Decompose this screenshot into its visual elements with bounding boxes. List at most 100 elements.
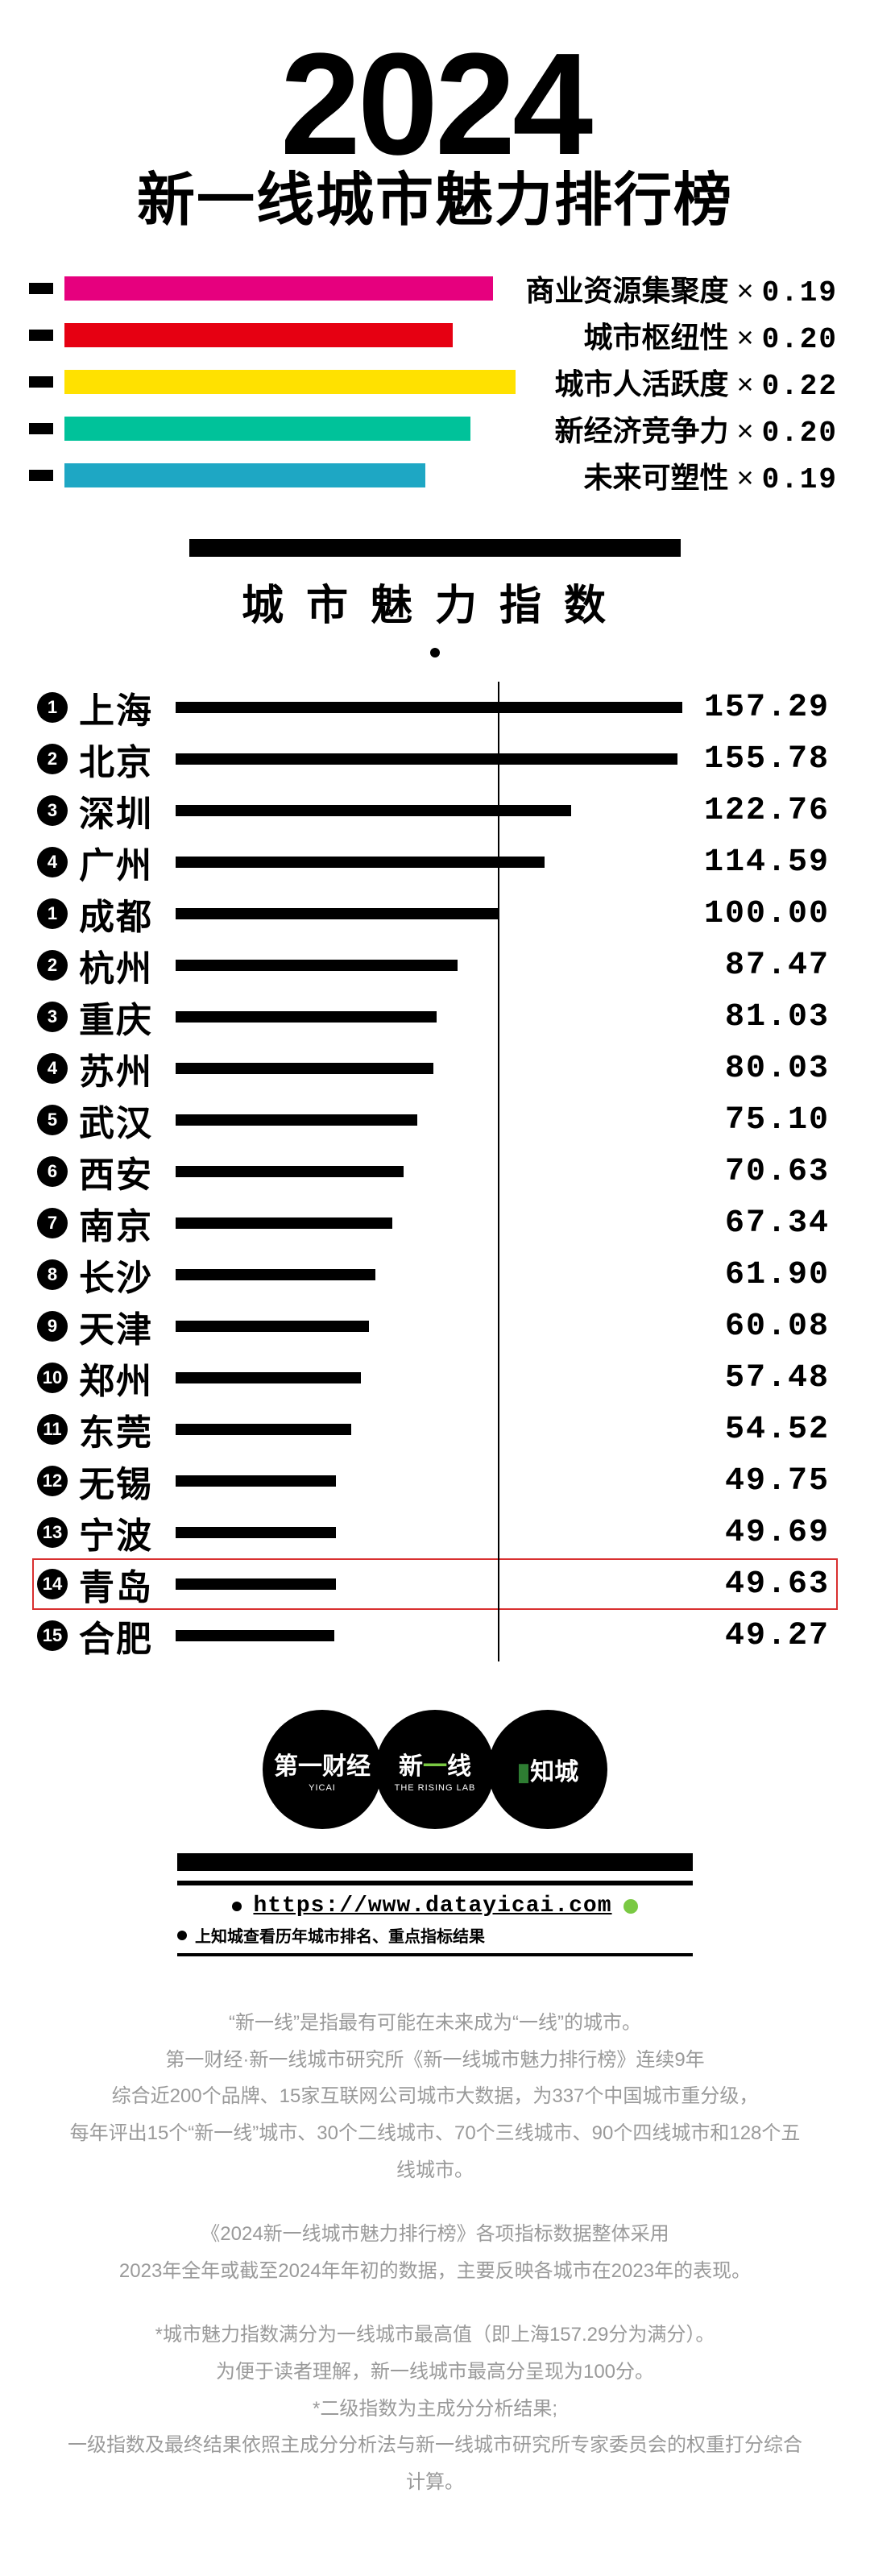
footer-url[interactable]: https://www.datayicai.com xyxy=(253,1894,611,1919)
legend-bar xyxy=(64,323,453,347)
city-bar xyxy=(176,1063,433,1074)
rank-badge: 9 xyxy=(37,1311,68,1342)
city-value: 49.63 xyxy=(693,1566,838,1603)
index-header-rule xyxy=(189,539,681,557)
city-bar xyxy=(176,1269,375,1280)
legend-row: 未来可塑性 × 0.19 xyxy=(0,452,870,499)
legend-metric: 城市人活跃度 xyxy=(555,367,729,400)
footer-rule xyxy=(177,1853,693,1871)
city-name: 青岛 xyxy=(79,1558,176,1610)
index-header: 城市魅力指数 xyxy=(0,539,870,657)
legend-times: × xyxy=(729,274,762,307)
legend-label: 城市人活跃度 × 0.22 xyxy=(516,361,870,403)
bar-track xyxy=(176,733,693,785)
city-name: 杭州 xyxy=(79,940,176,991)
title-year: 2024 xyxy=(0,32,870,177)
city-name: 合肥 xyxy=(79,1610,176,1661)
city-bar xyxy=(176,1166,404,1177)
legend: 商业资源集聚度 × 0.19 城市枢纽性 × 0.20 城市人活跃度 × 0.22 新… xyxy=(0,265,870,499)
chart-row: 4苏州80.03 xyxy=(32,1043,838,1094)
city-value: 100.00 xyxy=(693,896,838,932)
city-bar xyxy=(176,1114,417,1126)
city-bar xyxy=(176,1578,336,1590)
rank-badge: 6 xyxy=(37,1156,68,1187)
rank-badge: 1 xyxy=(37,898,68,929)
bar-track xyxy=(176,1249,693,1300)
brand-main: 第一财经 xyxy=(274,1746,371,1782)
city-value: 75.10 xyxy=(693,1102,838,1139)
chart-row: 8长沙61.90 xyxy=(32,1249,838,1300)
legend-row: 城市人活跃度 × 0.22 xyxy=(0,359,870,405)
bar-track xyxy=(176,682,693,733)
legend-weight: 0.20 xyxy=(762,417,838,450)
chart-row: 13宁波49.69 xyxy=(32,1507,838,1558)
title-block: 2024 新一线城市魅力排行榜 xyxy=(0,32,870,233)
city-name: 宁波 xyxy=(79,1507,176,1558)
legend-times: × xyxy=(729,414,762,447)
legend-label: 未来可塑性 × 0.19 xyxy=(425,454,870,496)
city-bar xyxy=(176,1372,361,1383)
city-name: 广州 xyxy=(79,836,176,888)
legend-times: × xyxy=(729,321,762,354)
legend-metric: 城市枢纽性 xyxy=(584,321,729,354)
footer-note: 上知城查看历年城市排名、重点指标结果 xyxy=(195,1923,485,1947)
city-name: 深圳 xyxy=(79,785,176,836)
city-bar xyxy=(176,702,682,713)
legend-weight: 0.19 xyxy=(762,463,838,496)
dash-icon xyxy=(29,376,53,388)
bar-track xyxy=(176,1300,693,1352)
chart-row: 2杭州87.47 xyxy=(32,940,838,991)
bar-track xyxy=(176,836,693,888)
city-name: 武汉 xyxy=(79,1094,176,1146)
chart-row: 15合肥49.27 xyxy=(32,1610,838,1661)
chart-row: 14 青岛 49.63 xyxy=(32,1558,838,1610)
rank-badge: 14 xyxy=(37,1569,68,1599)
axis-line xyxy=(498,682,499,1661)
rank-badge: 3 xyxy=(37,795,68,826)
chart-row: 5武汉75.10 xyxy=(32,1094,838,1146)
brand-logo: ▮知城 xyxy=(488,1710,607,1829)
rank-badge: 13 xyxy=(37,1517,68,1548)
dash-icon xyxy=(29,423,53,434)
footer-block: https://www.datayicai.com 上知城查看历年城市排名、重点… xyxy=(177,1853,693,1956)
index-header-title: 城市魅力指数 xyxy=(0,571,870,632)
desc-para: 《2024新一线城市魅力排行榜》各项指标数据整体采用 2023年全年或截至202… xyxy=(64,2216,806,2289)
chart-row: 12无锡49.75 xyxy=(32,1455,838,1507)
rank-badge: 2 xyxy=(37,744,68,774)
brand-logo: 第一财经YICAI xyxy=(263,1710,382,1829)
legend-label: 新经济竞争力 × 0.20 xyxy=(470,408,870,450)
bar-track xyxy=(176,1610,693,1661)
bar-track xyxy=(176,1558,693,1610)
city-bar xyxy=(176,1424,351,1435)
bar-track xyxy=(176,785,693,836)
legend-row: 新经济竞争力 × 0.20 xyxy=(0,405,870,452)
city-bar xyxy=(176,908,498,919)
brand-main: 新一线 xyxy=(399,1746,471,1782)
dot-icon xyxy=(624,1899,638,1914)
legend-metric: 商业资源集聚度 xyxy=(526,274,729,307)
bar-track xyxy=(176,940,693,991)
city-bar xyxy=(176,753,677,765)
chart-row: 11东莞54.52 xyxy=(32,1404,838,1455)
title-subtitle: 新一线城市魅力排行榜 xyxy=(0,169,870,233)
legend-bar xyxy=(64,463,425,487)
city-chart: 1上海157.292北京155.783深圳122.764广州114.591成都1… xyxy=(32,682,838,1661)
brand-main: ▮知城 xyxy=(517,1752,579,1787)
rank-badge: 4 xyxy=(37,847,68,877)
chart-row: 3重庆81.03 xyxy=(32,991,838,1043)
bullet-icon xyxy=(232,1902,242,1911)
city-value: 60.08 xyxy=(693,1309,838,1345)
city-name: 郑州 xyxy=(79,1352,176,1404)
bar-track xyxy=(176,1043,693,1094)
city-name: 重庆 xyxy=(79,991,176,1043)
brand-sub: YICAI xyxy=(309,1783,336,1793)
city-name: 长沙 xyxy=(79,1249,176,1300)
chart-row: 1上海157.29 xyxy=(32,682,838,733)
dash-icon xyxy=(29,283,53,294)
legend-times: × xyxy=(729,461,762,494)
city-name: 西安 xyxy=(79,1146,176,1197)
chart-row: 1成都100.00 xyxy=(32,888,838,940)
bar-track xyxy=(176,1352,693,1404)
city-value: 67.34 xyxy=(693,1205,838,1242)
legend-label: 商业资源集聚度 × 0.19 xyxy=(493,268,870,309)
